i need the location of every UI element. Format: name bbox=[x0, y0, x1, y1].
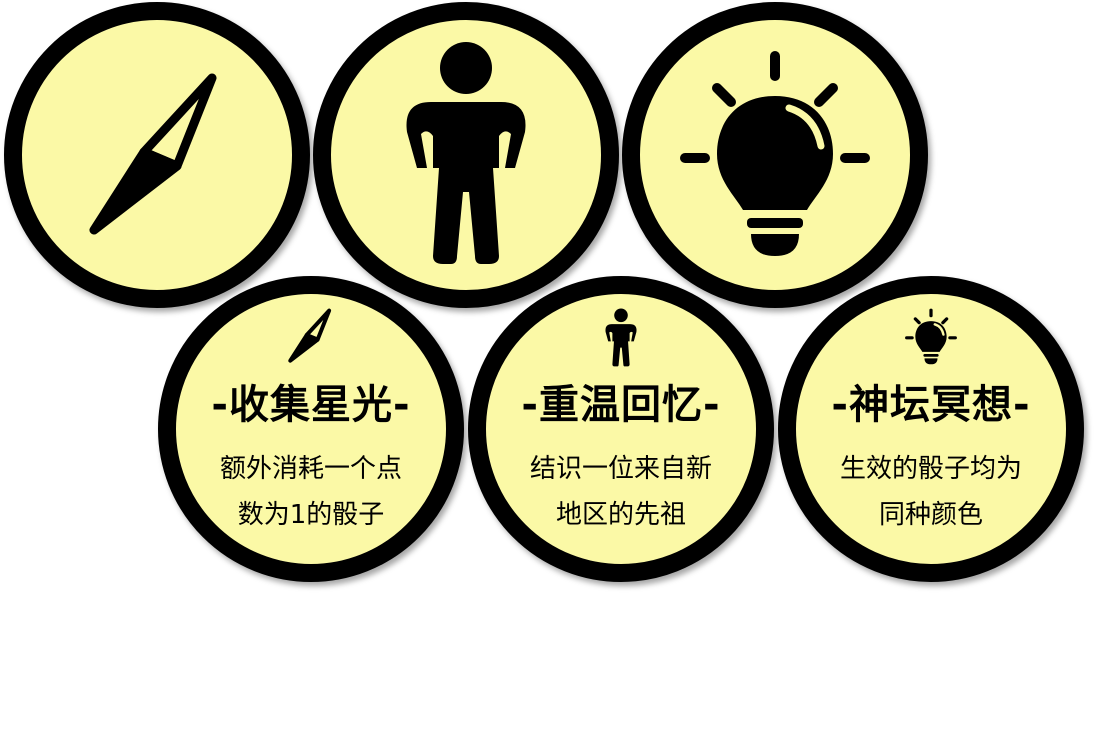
person-icon bbox=[406, 42, 526, 264]
card-altar-meditation[interactable]: -神坛冥想- 生效的骰子均为 同种颜色 bbox=[778, 276, 1084, 582]
card-description: 生效的骰子均为 同种颜色 bbox=[839, 454, 1022, 530]
card-title: -重温回忆- bbox=[521, 382, 721, 428]
card-description: 结识一位来自新 地区的先祖 bbox=[529, 454, 712, 530]
lightbulb-icon bbox=[680, 51, 870, 256]
person-icon bbox=[605, 308, 637, 367]
card-title: -收集星光- bbox=[211, 382, 411, 428]
lightbulb-token[interactable] bbox=[622, 2, 928, 308]
compass-icon bbox=[89, 73, 217, 235]
card-relive-memories[interactable]: -重温回忆- 结识一位来自新 地区的先祖 bbox=[468, 276, 774, 582]
compass-icon bbox=[288, 308, 332, 363]
card-title: -神坛冥想- bbox=[831, 382, 1031, 428]
lightbulb-icon bbox=[905, 308, 957, 365]
person-token[interactable] bbox=[313, 2, 619, 308]
card-collect-starlight[interactable]: -收集星光- 额外消耗一个点 数为1的骰子 bbox=[158, 276, 464, 582]
compass-token[interactable] bbox=[4, 2, 310, 308]
card-description: 额外消耗一个点 数为1的骰子 bbox=[219, 454, 402, 530]
